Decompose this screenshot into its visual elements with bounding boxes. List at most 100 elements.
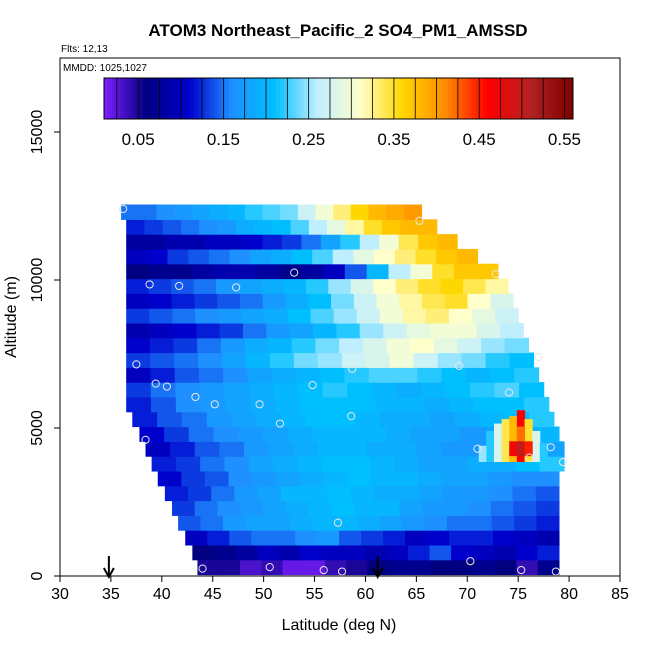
heat-cell — [235, 219, 255, 235]
colorbar-segment — [236, 78, 242, 119]
colorbar-segment — [311, 78, 316, 119]
heat-cell — [368, 204, 387, 220]
colorbar-segment — [432, 78, 437, 119]
heat-cell — [473, 559, 496, 576]
heat-cell — [290, 515, 314, 531]
colorbar-segment — [346, 78, 351, 119]
heat-cell — [181, 470, 206, 487]
heat-cell — [327, 485, 351, 502]
colorbar-segment — [127, 78, 132, 119]
heat-cell — [490, 293, 514, 309]
heat-cell — [349, 396, 376, 413]
x-axis: 30 35 40 45 50 55 60 65 70 75 80 85 — [51, 576, 629, 603]
observation-marker — [546, 443, 555, 452]
heat-cell — [422, 500, 446, 516]
heat-cell — [315, 337, 340, 354]
heat-cell — [479, 411, 505, 428]
hotspot-layer — [478, 410, 548, 463]
heat-cell — [536, 515, 560, 531]
heat-cell — [239, 293, 264, 309]
heat-cell — [336, 426, 363, 442]
x-tick-label: 40 — [153, 586, 171, 603]
heat-cell — [217, 293, 241, 309]
heat-cell — [356, 308, 381, 324]
colorbar-segment — [471, 78, 476, 119]
heat-cell — [410, 263, 433, 280]
heat-cell — [345, 456, 371, 472]
colorbar-segment — [229, 78, 234, 119]
heat-cell — [278, 544, 301, 561]
colorbar-segment — [381, 78, 386, 119]
heat-cell — [446, 515, 470, 531]
colorbar-segment — [463, 78, 468, 119]
colorbar-segment — [186, 78, 191, 119]
heat-cell — [362, 337, 388, 354]
heat-cell — [466, 485, 490, 502]
heat-cell — [440, 441, 467, 457]
heat-cell — [413, 352, 439, 368]
heat-cell — [267, 515, 291, 531]
heat-cell — [399, 500, 423, 516]
heat-cell — [145, 234, 166, 250]
heat-cell — [217, 219, 237, 235]
heat-cell — [251, 530, 274, 546]
colorbar-segment — [279, 78, 285, 119]
heat-cell — [301, 263, 324, 280]
heat-cell — [374, 396, 401, 413]
heat-cell — [454, 263, 477, 280]
heat-cell — [469, 382, 496, 398]
heat-cell — [299, 470, 324, 487]
heat-cell — [282, 559, 305, 576]
heat-cell — [368, 367, 394, 383]
colorbar-segment — [342, 78, 347, 119]
colorbar-segment — [107, 78, 113, 119]
hotspot-column — [486, 430, 495, 463]
colorbar-segment — [389, 78, 394, 119]
heat-cell — [273, 382, 299, 398]
heat-cell — [126, 322, 151, 339]
observation-marker — [551, 567, 560, 576]
heat-cell — [514, 530, 538, 546]
heat-cell — [303, 485, 328, 502]
heat-cell — [281, 411, 307, 428]
heat-cell — [126, 382, 152, 398]
heat-cell — [322, 382, 348, 398]
heat-cell — [474, 396, 500, 413]
mmdd-label: MMDD: 1025,1027 — [63, 63, 147, 74]
heat-cell — [199, 382, 226, 398]
heat-cell — [364, 544, 388, 561]
heat-cell — [148, 278, 172, 294]
heat-cell — [156, 204, 175, 220]
heat-cell — [492, 530, 516, 546]
heat-cell — [499, 396, 525, 413]
observation-marker — [198, 564, 207, 573]
heat-cell — [432, 263, 455, 280]
heat-cell — [537, 544, 560, 561]
heat-cell — [301, 234, 322, 250]
hotspot-cell — [516, 426, 526, 442]
heat-cell — [272, 456, 298, 472]
heat-cell — [443, 485, 467, 502]
heat-cell — [403, 204, 423, 220]
heat-cell — [169, 263, 193, 280]
heat-cell — [350, 278, 374, 294]
heat-cell — [341, 352, 367, 368]
heat-cell — [225, 396, 252, 413]
heat-cell — [322, 470, 348, 487]
colorbar-segment — [189, 78, 195, 119]
colorbar-segment — [440, 78, 445, 119]
heat-cell — [308, 219, 328, 235]
heat-cell — [222, 515, 246, 531]
heat-cell — [472, 308, 496, 324]
colorbar-segment — [307, 78, 312, 119]
heat-cell — [386, 544, 409, 561]
heat-cell — [126, 337, 151, 354]
heat-cell — [453, 322, 478, 339]
heat-cell — [369, 456, 395, 472]
heat-cell — [213, 263, 237, 280]
heat-cell — [192, 544, 215, 561]
heat-cell — [223, 367, 249, 383]
heat-cell — [228, 470, 253, 487]
heat-cell — [257, 544, 280, 561]
heat-cell — [321, 456, 347, 472]
